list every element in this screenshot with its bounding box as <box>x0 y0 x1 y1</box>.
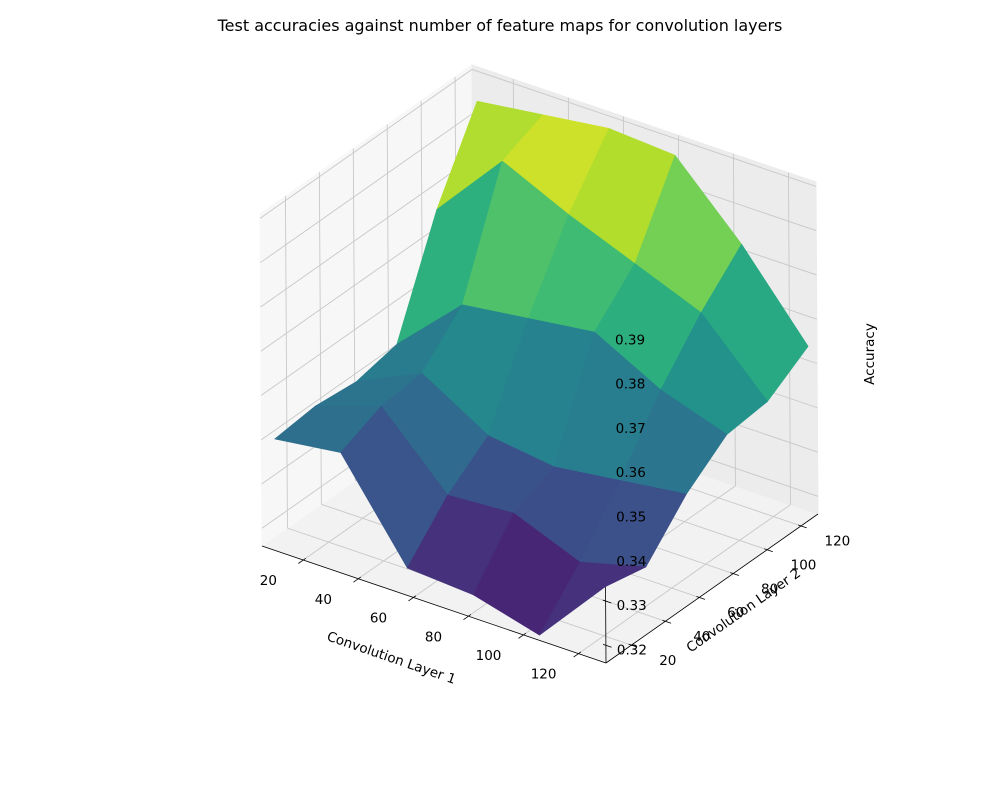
x-tick-label: 80 <box>425 629 442 645</box>
x-tick <box>518 632 527 639</box>
y-tick-label: 120 <box>825 534 851 550</box>
x-tick-label: 40 <box>315 592 332 608</box>
x-tick <box>408 595 417 602</box>
chart-title: Test accuracies against number of featur… <box>217 16 783 35</box>
x-tick-label: 120 <box>531 667 557 683</box>
grid-x-floor <box>578 504 791 655</box>
y-tick <box>662 619 672 624</box>
z-tick <box>602 643 612 648</box>
y-tick <box>764 548 773 553</box>
z-tick-label: 0.35 <box>616 510 646 526</box>
z-tick-label: 0.39 <box>615 332 645 348</box>
z-tick-label: 0.33 <box>617 598 647 614</box>
y-tick <box>798 524 807 529</box>
z-tick <box>602 599 612 604</box>
y-axis-line <box>605 513 819 664</box>
x-axis-line <box>261 545 607 664</box>
z-tick-label: 0.34 <box>616 554 646 570</box>
z-tick-label: 0.32 <box>617 642 647 658</box>
grid-z-left <box>260 113 473 264</box>
y-tick-label: 80 <box>761 581 778 597</box>
y-tick <box>628 643 638 648</box>
x-tick <box>353 576 362 583</box>
y-tick-label: 100 <box>791 557 817 573</box>
z-axis-label: Accuracy <box>862 323 878 385</box>
y-tick-label: 40 <box>693 629 710 645</box>
surface <box>274 100 809 636</box>
y-tick <box>730 572 740 576</box>
z-tick-label: 0.36 <box>616 465 646 481</box>
tick-labels: 20 40 60 80 100 120 20 40 60 80 100 120 0.32 0.33 0.34… <box>260 332 850 682</box>
surface-patch <box>539 561 647 636</box>
x-tick-label: 100 <box>476 648 502 664</box>
x-tick <box>573 651 582 658</box>
grid-z-left <box>260 157 473 308</box>
x-tick <box>298 557 306 564</box>
grid-y-left <box>284 196 288 529</box>
grid-y-left <box>318 172 322 505</box>
x-tick <box>463 614 472 620</box>
x-tick-label: 60 <box>370 611 387 627</box>
z-tick-label: 0.38 <box>615 377 645 393</box>
y-tick <box>696 596 706 600</box>
z-tick-label: 0.37 <box>616 421 646 437</box>
grid-z-left <box>259 69 473 219</box>
y-tick-label: 20 <box>659 653 676 669</box>
x-tick-label: 20 <box>260 573 277 589</box>
y-tick-label: 60 <box>727 605 744 621</box>
grid-z-back <box>471 69 817 187</box>
